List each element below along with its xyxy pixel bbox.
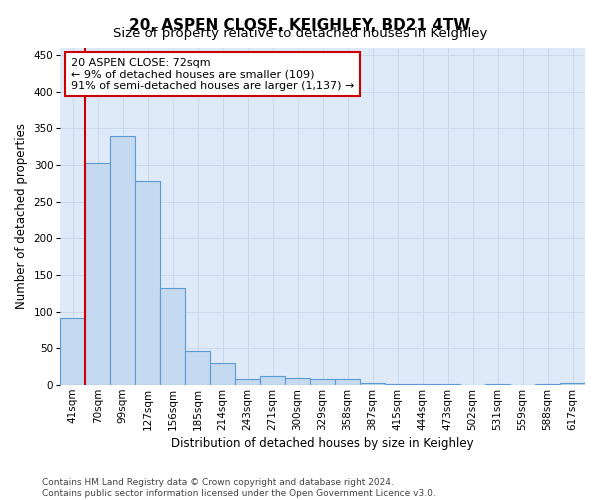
Y-axis label: Number of detached properties: Number of detached properties: [15, 124, 28, 310]
Text: 20 ASPEN CLOSE: 72sqm
← 9% of detached houses are smaller (109)
91% of semi-deta: 20 ASPEN CLOSE: 72sqm ← 9% of detached h…: [71, 58, 354, 91]
Bar: [160, 288, 185, 385]
Bar: [85, 164, 110, 385]
Bar: [485, 384, 510, 385]
Bar: [310, 378, 335, 385]
Text: Size of property relative to detached houses in Keighley: Size of property relative to detached ho…: [113, 28, 487, 40]
Bar: [235, 378, 260, 385]
Bar: [410, 384, 435, 385]
Bar: [435, 384, 460, 385]
Bar: [335, 378, 360, 385]
Bar: [110, 136, 135, 385]
Bar: [560, 383, 585, 385]
Bar: [535, 384, 560, 385]
Bar: [210, 363, 235, 385]
Bar: [385, 384, 410, 385]
Bar: [185, 352, 210, 385]
Bar: [135, 181, 160, 385]
Bar: [360, 383, 385, 385]
Bar: [285, 378, 310, 385]
X-axis label: Distribution of detached houses by size in Keighley: Distribution of detached houses by size …: [172, 437, 474, 450]
Text: Contains HM Land Registry data © Crown copyright and database right 2024.
Contai: Contains HM Land Registry data © Crown c…: [42, 478, 436, 498]
Bar: [60, 318, 85, 385]
Text: 20, ASPEN CLOSE, KEIGHLEY, BD21 4TW: 20, ASPEN CLOSE, KEIGHLEY, BD21 4TW: [130, 18, 470, 32]
Bar: [260, 376, 285, 385]
